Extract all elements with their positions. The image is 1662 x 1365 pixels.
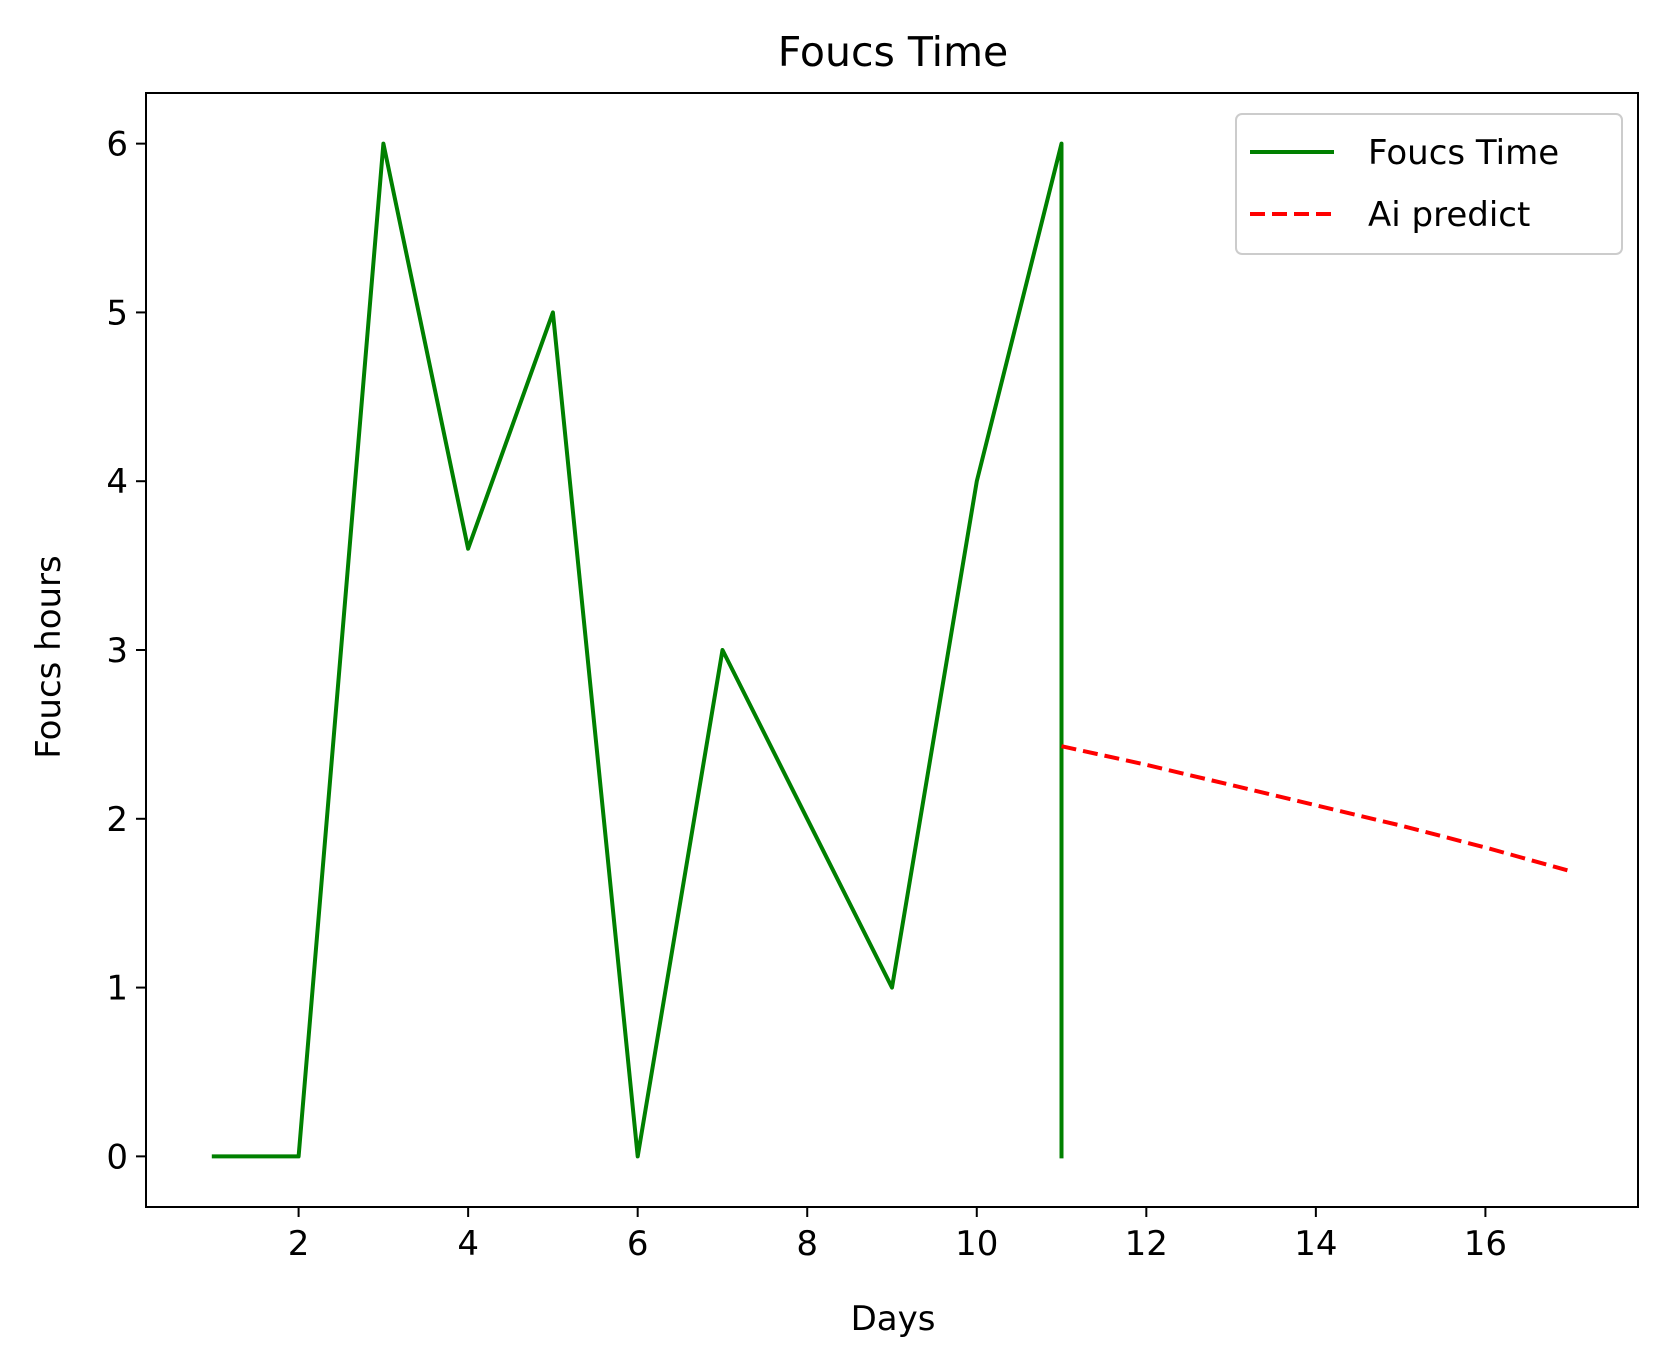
y-tick-label: 5 bbox=[106, 293, 128, 333]
legend: Foucs Time Ai predict bbox=[1235, 113, 1623, 255]
y-tick-label: 3 bbox=[106, 631, 128, 671]
chart-title: Foucs Time bbox=[778, 28, 1008, 76]
series-line-1 bbox=[1061, 744, 1571, 874]
legend-box bbox=[1235, 113, 1623, 255]
legend-label-0: Foucs Time bbox=[1368, 133, 1559, 173]
series-line-0 bbox=[211, 141, 1064, 1159]
plot-frame bbox=[145, 92, 1639, 1208]
y-tick-label: 0 bbox=[106, 1137, 128, 1177]
x-tick-label: 14 bbox=[1294, 1224, 1337, 1264]
x-tick-label: 2 bbox=[288, 1224, 310, 1264]
x-tick-label: 6 bbox=[627, 1224, 649, 1264]
y-tick-label: 6 bbox=[106, 125, 128, 165]
y-tick-label: 4 bbox=[106, 462, 128, 502]
x-axis-label: Days bbox=[851, 1299, 936, 1339]
y-axis-label: Foucs hours bbox=[29, 555, 69, 759]
x-tick-label: 12 bbox=[1125, 1224, 1168, 1264]
legend-label-1: Ai predict bbox=[1368, 195, 1530, 235]
y-tick-label: 1 bbox=[106, 969, 128, 1009]
x-tick-label: 16 bbox=[1464, 1224, 1507, 1264]
x-tick-label: 8 bbox=[796, 1224, 818, 1264]
x-tick-label: 10 bbox=[955, 1224, 998, 1264]
y-tick-label: 2 bbox=[106, 800, 128, 840]
x-tick-label: 4 bbox=[457, 1224, 479, 1264]
